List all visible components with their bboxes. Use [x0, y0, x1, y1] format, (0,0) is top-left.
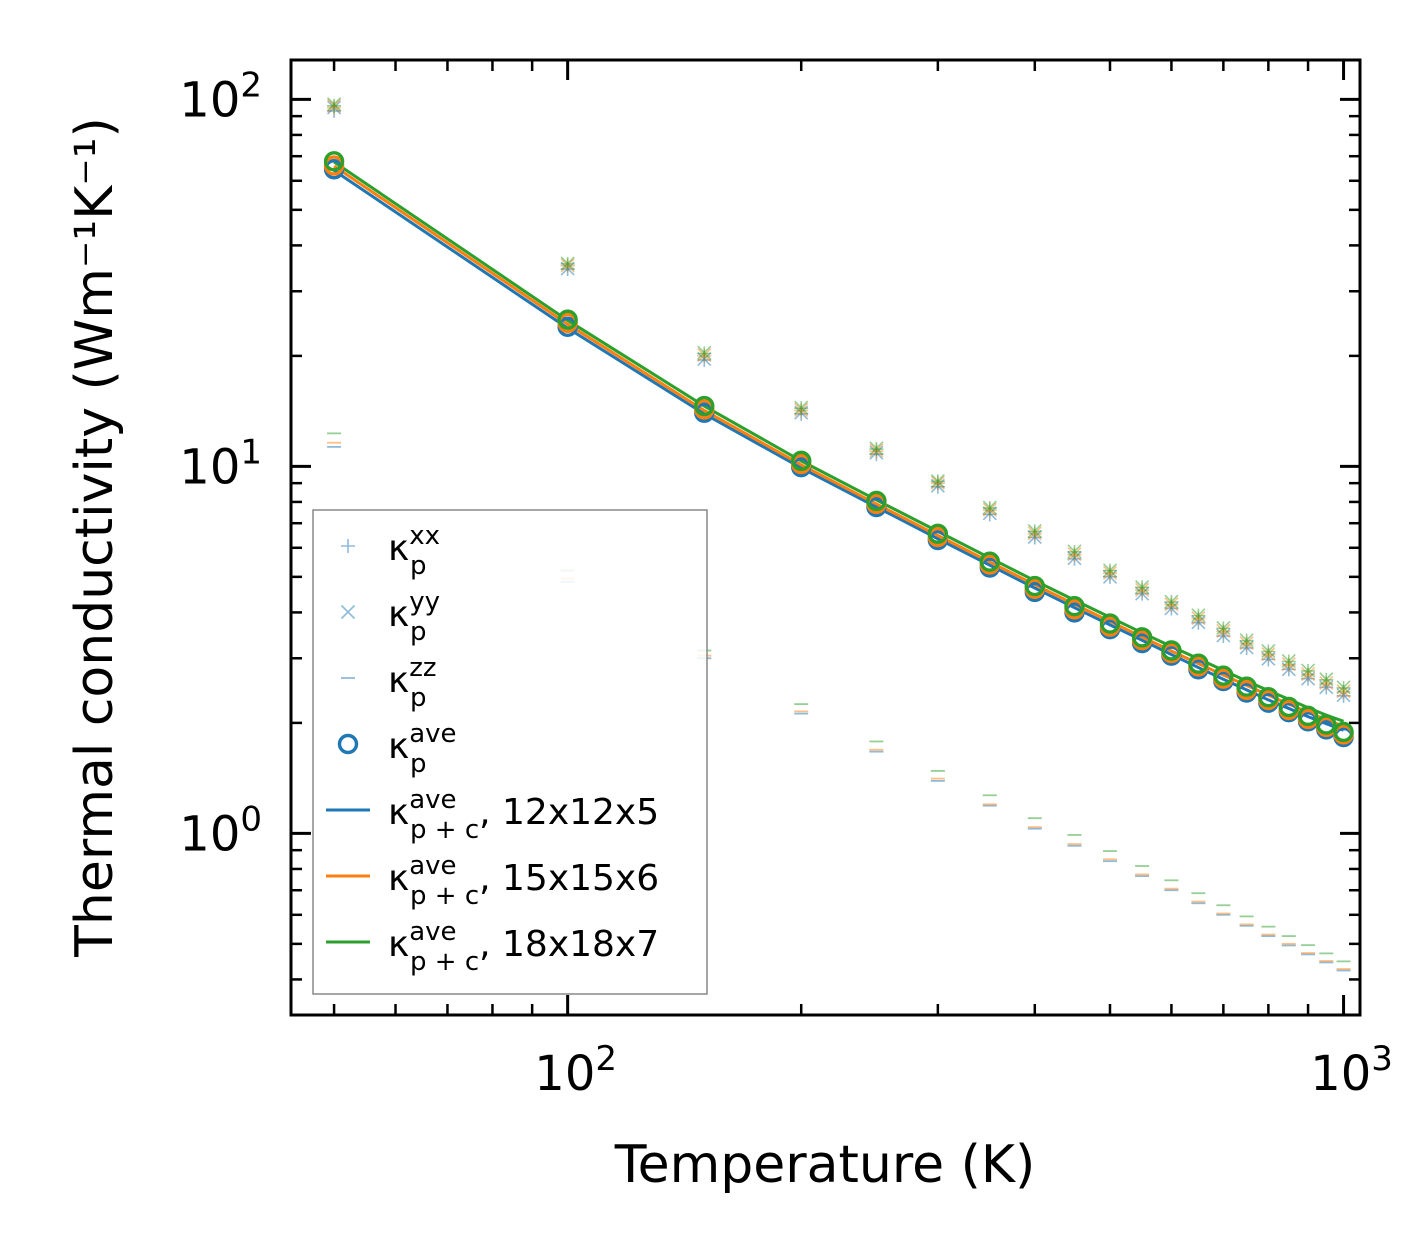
legend-label: κave p [388, 719, 457, 779]
point-x [560, 256, 575, 271]
point-circle [1099, 613, 1121, 634]
y-axis-label: Thermal conductivity (Wm⁻¹K⁻¹) [65, 117, 125, 958]
point-x [794, 400, 809, 415]
point-circle [1236, 676, 1257, 697]
point-x [1067, 544, 1082, 559]
point-x [869, 441, 884, 456]
point-circle [1131, 627, 1153, 648]
point-circle [557, 309, 578, 330]
plot-frame [289, 58, 1362, 1017]
point-x [1102, 563, 1118, 578]
legend-box [312, 509, 708, 995]
point-circle [1316, 714, 1337, 735]
legend-label: κave p + c, 18x18x7 [388, 917, 659, 977]
legend-label: κave p + c, 15x15x6 [388, 851, 659, 911]
point-plus [327, 98, 342, 113]
point-x [1261, 643, 1276, 659]
point-x [1191, 608, 1206, 623]
point-circle [1278, 696, 1299, 718]
point-circle [1188, 653, 1209, 674]
point-circle [1161, 640, 1182, 661]
point-circle [1064, 595, 1085, 617]
point-circle [1258, 686, 1279, 708]
point-x [327, 97, 342, 112]
point-x [1135, 579, 1150, 595]
point-x [1164, 594, 1179, 609]
axis-ticks [291, 60, 1360, 1015]
point-x [930, 473, 945, 489]
legend-label: κxx p [388, 521, 440, 581]
point-x [1239, 633, 1254, 648]
y-tick-label: 100 [179, 799, 262, 862]
point-x [1281, 653, 1296, 669]
y-tick-label: 102 [179, 65, 262, 128]
point-x [1300, 663, 1316, 678]
point-circle [1213, 665, 1234, 686]
y-tick-label: 101 [179, 432, 262, 495]
point-circle [927, 523, 949, 545]
point-circle [979, 551, 1000, 572]
x-tick-label: 103 [1310, 1039, 1393, 1102]
legend-label: κzz p [388, 653, 437, 713]
point-circle [694, 395, 715, 417]
point-x [1336, 680, 1351, 695]
point-circle [791, 450, 812, 472]
point-x [697, 345, 712, 360]
point-circle [866, 490, 887, 512]
legend-marker-circle [337, 733, 359, 755]
legend-marker-x [340, 604, 356, 620]
legend-marker-plus [341, 539, 355, 553]
point-x [1027, 523, 1042, 538]
x-axis-label: Temperature (K) [614, 1135, 1036, 1195]
point-x [1216, 620, 1231, 635]
point-circle [323, 151, 345, 172]
legend-label: κyy p [388, 587, 440, 647]
legend-label: κave p + c, 12x12x5 [388, 785, 659, 845]
point-circle [1024, 575, 1045, 597]
x-tick-label: 102 [534, 1039, 617, 1102]
point-x [982, 500, 997, 515]
series-line [333, 169, 1345, 732]
tick-labels: 100 101 102 102 103 [179, 65, 1393, 1102]
point-circle [1297, 705, 1319, 727]
data-marks [323, 97, 1354, 972]
point-x [1319, 672, 1334, 687]
point-circle [1333, 721, 1354, 743]
